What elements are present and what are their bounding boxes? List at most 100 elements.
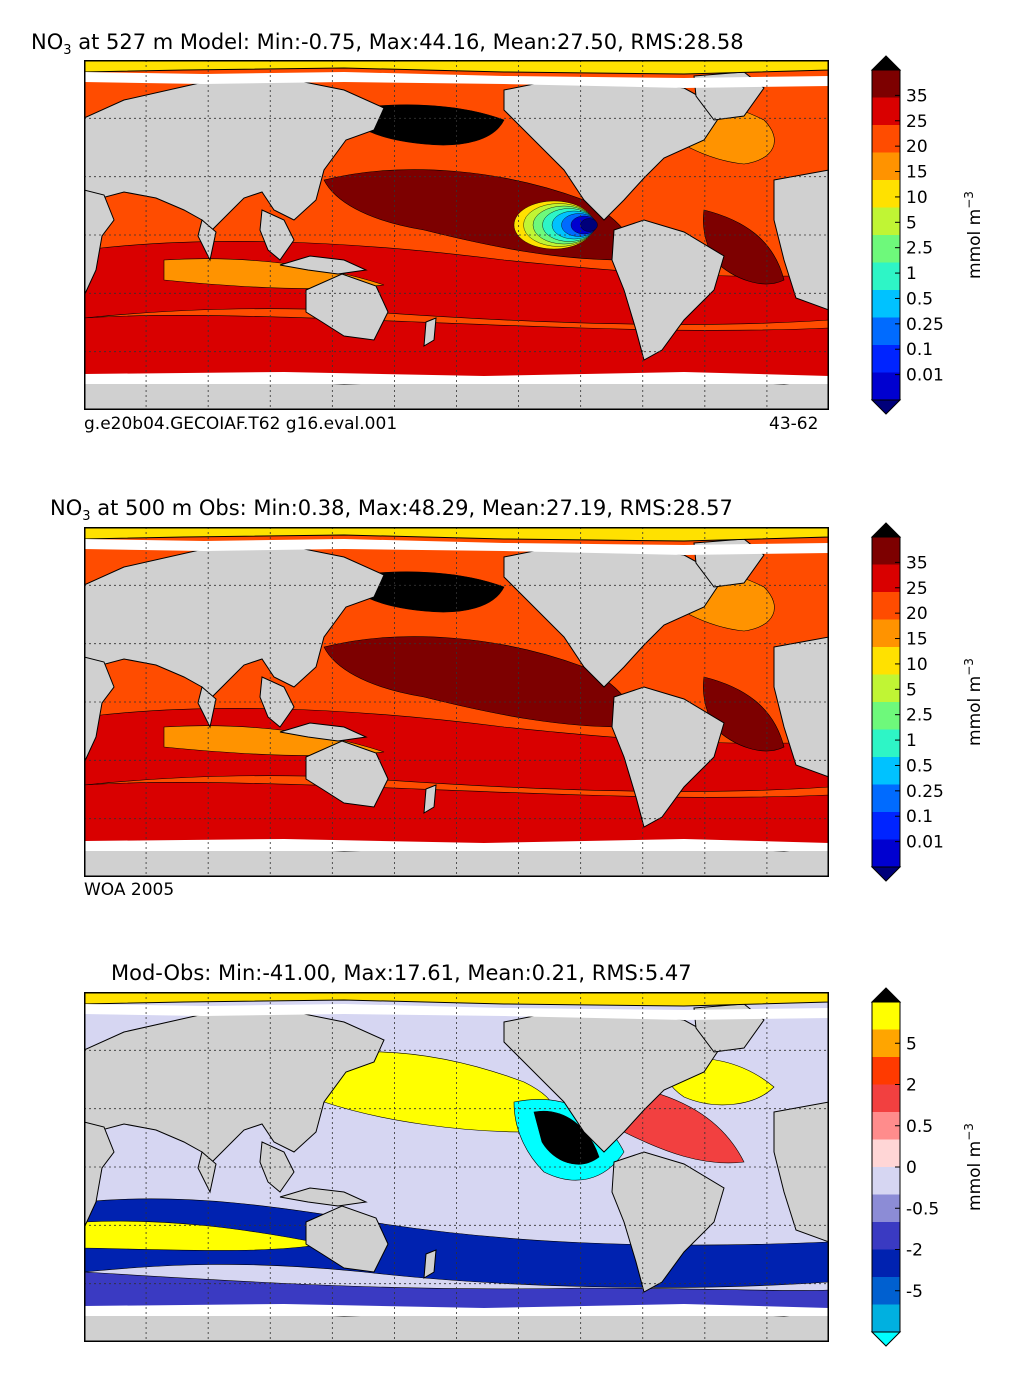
land-africa bbox=[84, 189, 115, 297]
colorbar-segment bbox=[872, 1057, 900, 1085]
graticule bbox=[84, 992, 829, 1342]
colorbar-extend-top bbox=[870, 522, 902, 538]
graticule bbox=[84, 527, 829, 877]
colorbar-unit-exponent: −3 bbox=[962, 191, 976, 209]
land-seasia bbox=[259, 676, 295, 728]
colorbar-tick-label: 0 bbox=[906, 1158, 917, 1178]
land-samerica bbox=[611, 219, 725, 361]
colorbar-tick-label: 5 bbox=[906, 680, 917, 700]
colorbar-tick-label: 2 bbox=[906, 1076, 917, 1096]
colorbar-segment bbox=[872, 1304, 900, 1333]
colorbar-segment bbox=[872, 97, 900, 126]
land-australia bbox=[305, 1205, 389, 1273]
colorbar-unit-exponent: −3 bbox=[962, 658, 976, 676]
map-frame bbox=[84, 527, 829, 877]
colorbar-tick-label: 25 bbox=[906, 112, 928, 132]
field-band-north-pacific-max bbox=[343, 104, 505, 146]
map-frame bbox=[84, 60, 829, 410]
colorbar-segment bbox=[872, 317, 900, 346]
colorbar-segment bbox=[872, 180, 900, 208]
panel-2-title-rest: at 500 m Obs: Min:0.38, Max:48.29, Mean:… bbox=[90, 496, 733, 520]
colorbar-tick-label: 0.25 bbox=[906, 315, 944, 335]
colorbar-segment bbox=[872, 290, 900, 318]
land-seasia bbox=[259, 1141, 295, 1193]
colorbar-unit-exponent: −3 bbox=[962, 1123, 976, 1141]
colorbar-segment bbox=[872, 207, 900, 236]
field-band-north-pacific-max bbox=[343, 571, 505, 613]
colorbar-tick-label: -2 bbox=[906, 1241, 923, 1261]
colorbar-unit-label: mmol m−3 bbox=[962, 1123, 985, 1211]
colorbar-tick-label: 1 bbox=[906, 731, 917, 751]
colorbar-segment bbox=[872, 674, 900, 703]
colorbar-panel-1: 35 25 20 15 10 5 2.5 1 0.5 0.25 0.1 0.01 mmol m−3 bbox=[870, 55, 985, 415]
colorbar-extend-top bbox=[870, 987, 902, 1003]
colorbar-tick-label: -0.5 bbox=[906, 1199, 939, 1219]
colorbar-segment bbox=[872, 1084, 900, 1113]
land-samerica bbox=[611, 686, 725, 828]
colorbar-tick-label: 5 bbox=[906, 1034, 917, 1054]
colorbar-segment bbox=[872, 372, 900, 401]
map-panel-2 bbox=[84, 527, 829, 877]
colorbar-segment bbox=[872, 592, 900, 620]
land-australia bbox=[305, 273, 389, 341]
colorbar-extend-bottom bbox=[870, 1331, 902, 1347]
panel-2-source: WOA 2005 bbox=[84, 880, 175, 900]
map-frame bbox=[84, 992, 829, 1342]
colorbar-tick-label: 0.5 bbox=[906, 1117, 933, 1137]
colorbar-segment bbox=[872, 1139, 900, 1168]
colorbar-tick-label: 0.01 bbox=[906, 366, 944, 386]
panel-3-title: Mod-Obs: Min:-41.00, Max:17.61, Mean:0.2… bbox=[111, 961, 692, 985]
map-content bbox=[84, 527, 829, 877]
land-europe-asia bbox=[84, 1009, 385, 1163]
land-europe-asia bbox=[84, 544, 385, 698]
land-indonesia bbox=[279, 1187, 368, 1207]
colorbar-tick-label: 35 bbox=[906, 553, 928, 573]
colorbar-segment bbox=[872, 152, 900, 181]
omz-contour-7 bbox=[580, 218, 598, 232]
land-nz bbox=[423, 317, 437, 347]
land-indonesia bbox=[279, 255, 368, 275]
panel-3-title-text: Mod-Obs: Min:-41.00, Max:17.61, Mean:0.2… bbox=[111, 961, 692, 985]
land-africa-east bbox=[773, 169, 829, 311]
diff-band-east-pacific-min bbox=[533, 1110, 600, 1165]
colorbar-segment bbox=[872, 537, 900, 565]
land-australia bbox=[305, 740, 389, 808]
land-indonesia bbox=[279, 722, 368, 742]
colorbar-tick-label: 20 bbox=[906, 137, 928, 157]
colorbar-segment bbox=[872, 619, 900, 648]
colorbar-segment bbox=[872, 647, 900, 675]
colorbar-tick-label: 2.5 bbox=[906, 706, 933, 726]
colorbar-segment bbox=[872, 702, 900, 730]
colorbar-tick-label: 0.25 bbox=[906, 782, 944, 802]
colorbar-tick-label: 35 bbox=[906, 86, 928, 106]
land-india bbox=[197, 219, 217, 262]
colorbar-tick-label: 15 bbox=[906, 163, 928, 183]
land-seasia bbox=[259, 209, 295, 261]
colorbar-segment bbox=[872, 125, 900, 153]
colorbar-extend-top bbox=[870, 55, 902, 71]
colorbar-segment bbox=[872, 262, 900, 291]
colorbar-tick-label: 20 bbox=[906, 604, 928, 624]
colorbar-frame bbox=[871, 536, 901, 868]
colorbar-extend-bottom bbox=[870, 866, 902, 882]
colorbar-unit-label: mmol m−3 bbox=[962, 658, 985, 746]
colorbar-segment bbox=[872, 70, 900, 98]
colorbar-tick-label: 2.5 bbox=[906, 239, 933, 259]
land-nz bbox=[423, 784, 437, 814]
map-panel-3 bbox=[84, 992, 829, 1342]
field-band-atlantic-core bbox=[703, 676, 785, 752]
colorbar-segment bbox=[872, 564, 900, 593]
colorbar-tick-label: 1 bbox=[906, 264, 917, 284]
map-content bbox=[84, 60, 829, 410]
land-europe-asia bbox=[84, 77, 385, 231]
colorbar-segment bbox=[872, 784, 900, 813]
colorbar-tick-label: 15 bbox=[906, 630, 928, 650]
colorbar-panel-3: 5 2 0.5 0 -0.5 -2 -5 mmol m−3 bbox=[870, 987, 985, 1347]
panel-1-title-prefix: NO bbox=[31, 30, 64, 54]
land-nz bbox=[423, 1249, 437, 1279]
colorbar-tick-label: 0.5 bbox=[906, 756, 933, 776]
colorbar-tick-label: -5 bbox=[906, 1282, 923, 1302]
colorbar-segment bbox=[872, 1222, 900, 1250]
colorbar-segment bbox=[872, 1249, 900, 1278]
panel-2-title-prefix: NO bbox=[50, 496, 83, 520]
